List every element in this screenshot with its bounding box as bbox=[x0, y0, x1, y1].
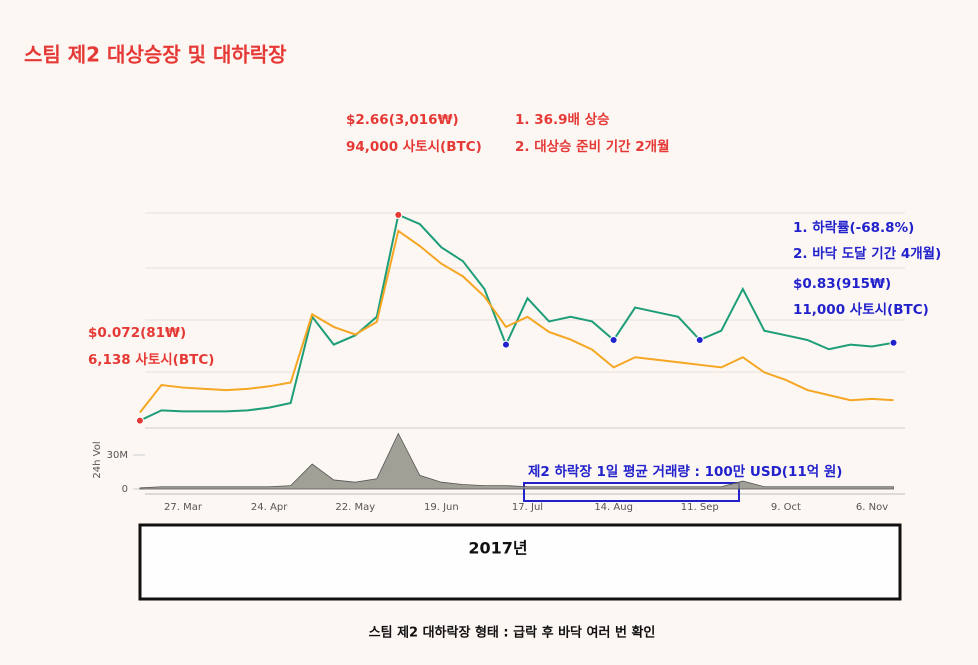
volume-highlight bbox=[523, 482, 740, 502]
point-marker bbox=[135, 416, 144, 425]
price-line bbox=[139, 229, 894, 414]
annotation: 1. 하락률(-68.8%) bbox=[793, 219, 914, 236]
chart-title: 스팀 제2 대상승장 및 대하락장 bbox=[24, 43, 287, 67]
annotation: 1. 36.9배 상승 bbox=[515, 112, 610, 128]
point-marker bbox=[609, 335, 618, 344]
point-marker bbox=[695, 335, 704, 344]
annotation: $2.66(3,016₩) bbox=[346, 112, 459, 128]
volume-axis-label: 24h Vol bbox=[92, 441, 103, 478]
x-tick-label: 14. Aug bbox=[594, 502, 633, 513]
annotation: $0.072(81₩) bbox=[88, 325, 186, 341]
x-tick-label: 22. May bbox=[335, 502, 375, 513]
x-tick-label: 11. Sep bbox=[681, 502, 719, 513]
point-marker bbox=[394, 210, 403, 219]
volume-tick-label: 0 bbox=[122, 484, 128, 495]
x-tick-label: 6. Nov bbox=[856, 502, 888, 513]
annotation: 94,000 사토시(BTC) bbox=[346, 139, 482, 155]
point-marker bbox=[889, 338, 898, 347]
x-tick-label: 17. Jul bbox=[512, 502, 543, 513]
caption: 스팀 제2 대하락장 형태 : 급락 후 바닥 여러 번 확인 bbox=[369, 625, 656, 641]
grid bbox=[145, 212, 905, 373]
annotation: $0.83(915₩) bbox=[793, 276, 891, 292]
x-tick-label: 9. Oct bbox=[771, 502, 801, 513]
plot: 27. Mar 24. Apr 22. May 19. Jun 17. Jul 14. A… bbox=[88, 112, 941, 513]
year-box bbox=[138, 523, 902, 601]
annotation: 제2 하락장 1일 평균 거래량 : 100만 USD(11억 원) bbox=[528, 463, 842, 480]
annotation: 6,138 사토시(BTC) bbox=[88, 352, 214, 368]
annotation: 2. 대상승 준비 기간 2개월 bbox=[515, 138, 670, 155]
annotation: 2. 바닥 도달 기간 4개월) bbox=[793, 245, 941, 262]
x-tick-label: 24. Apr bbox=[251, 502, 288, 513]
x-tick-label: 27. Mar bbox=[164, 502, 203, 513]
volume-area bbox=[139, 432, 894, 490]
volume-tick-label: 30M bbox=[107, 450, 128, 461]
year-label: 2017년 bbox=[468, 539, 527, 558]
annotation: 11,000 사토시(BTC) bbox=[793, 302, 929, 318]
x-tick-label: 19. Jun bbox=[424, 502, 459, 513]
point-marker bbox=[501, 340, 510, 349]
